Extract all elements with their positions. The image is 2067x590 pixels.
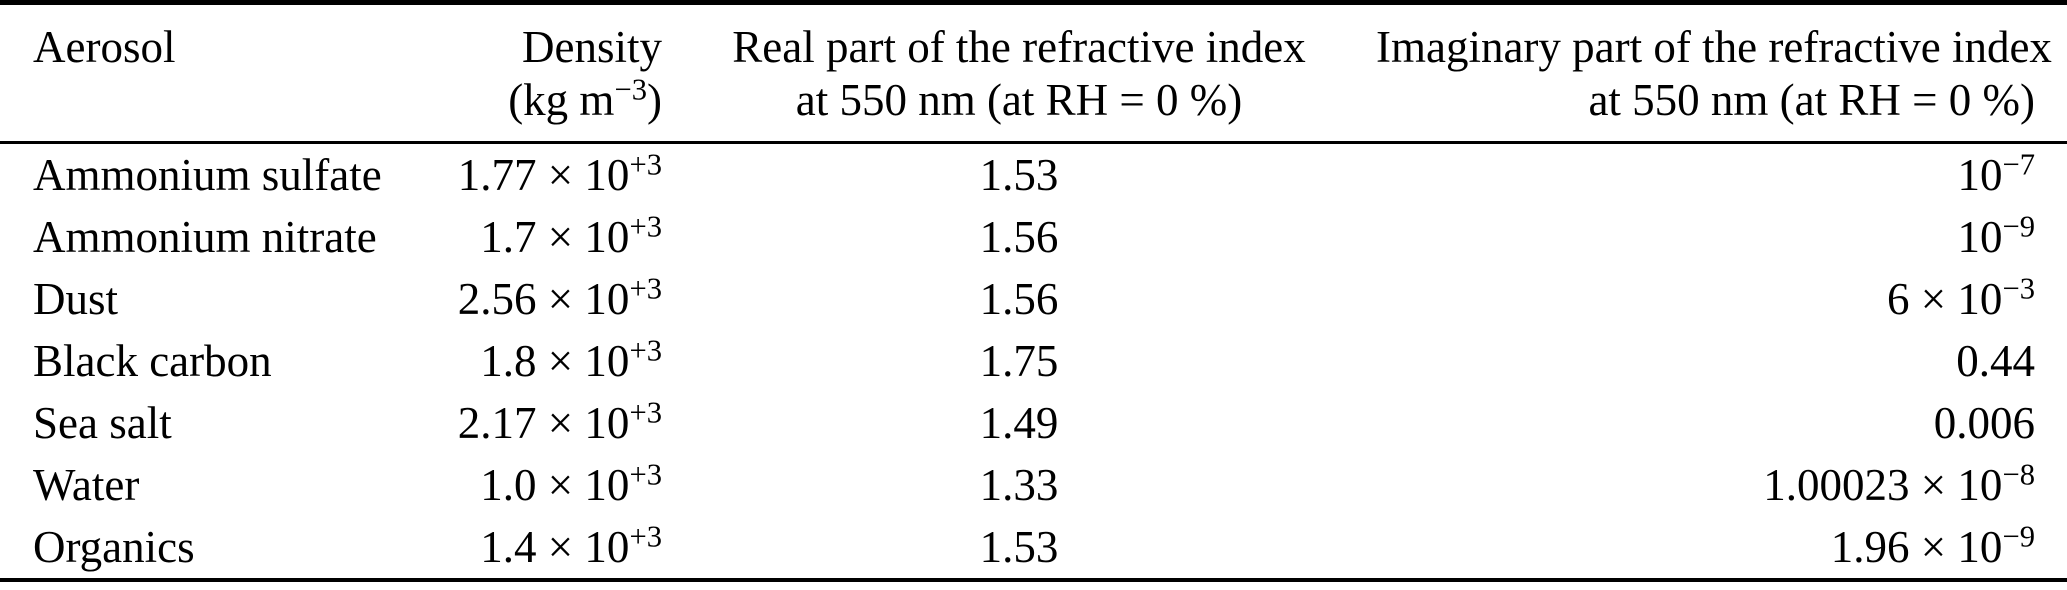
cell-density: 1.4 × 10+3 — [480, 519, 662, 572]
cell-imaginary-refractive-index: 6 × 10−3 — [1887, 271, 2035, 324]
header-line: Density — [522, 22, 662, 72]
col-header-density: Density (kg m−3) — [440, 3, 662, 143]
cell-imaginary-refractive-index: 0.44 — [1956, 335, 2035, 386]
cell-real-refractive-index: 1.33 — [979, 459, 1059, 510]
cell-aerosol: Water — [33, 459, 140, 510]
table-row: Dust 2.56 × 10+3 1.56 6 × 10−3 — [0, 268, 2067, 330]
cell-real-refractive-index: 1.56 — [979, 211, 1059, 262]
table-body: Ammonium sulfate 1.77 × 10+3 1.53 10−7 A… — [0, 143, 2067, 581]
table-row: Black carbon 1.8 × 10+3 1.75 0.44 — [0, 330, 2067, 392]
header-line: Real part of the refractive index — [732, 22, 1306, 72]
header-line: Aerosol — [33, 22, 176, 72]
cell-aerosol: Organics — [33, 521, 195, 572]
col-header-imaginary-refractive-index: Imaginary part of the refractive index a… — [1376, 3, 2067, 143]
col-header-real-refractive-index: Real part of the refractive index at 550… — [662, 3, 1376, 143]
table-row: Sea salt 2.17 × 10+3 1.49 0.006 — [0, 392, 2067, 454]
cell-aerosol: Ammonium sulfate — [33, 149, 382, 200]
cell-real-refractive-index: 1.56 — [979, 273, 1059, 324]
cell-imaginary-refractive-index: 10−9 — [1957, 209, 2035, 262]
cell-imaginary-refractive-index: 1.00023 × 10−8 — [1763, 457, 2035, 510]
cell-real-refractive-index: 1.49 — [979, 397, 1059, 448]
header-line: at 550 nm (at RH = 0 %) — [795, 75, 1243, 125]
cell-real-refractive-index: 1.53 — [979, 149, 1059, 200]
cell-aerosol: Dust — [33, 273, 119, 324]
cell-imaginary-refractive-index: 10−7 — [1957, 147, 2035, 200]
table-row: Ammonium sulfate 1.77 × 10+3 1.53 10−7 — [0, 143, 2067, 207]
table-header: Aerosol Density (kg m−3) Real part of th… — [0, 3, 2067, 143]
cell-density: 1.8 × 10+3 — [480, 333, 662, 386]
cell-imaginary-refractive-index: 0.006 — [1933, 397, 2035, 448]
cell-real-refractive-index: 1.53 — [979, 521, 1059, 572]
cell-aerosol: Black carbon — [33, 335, 272, 386]
table-row: Water 1.0 × 10+3 1.33 1.00023 × 10−8 — [0, 454, 2067, 516]
cell-density: 2.56 × 10+3 — [457, 271, 662, 324]
cell-aerosol: Ammonium nitrate — [33, 211, 377, 262]
header-line: at 550 nm (at RH = 0 %) — [1588, 75, 2035, 125]
col-header-aerosol: Aerosol — [0, 3, 440, 143]
cell-density: 1.0 × 10+3 — [480, 457, 662, 510]
header-row: Aerosol Density (kg m−3) Real part of th… — [0, 3, 2067, 143]
cell-density: 1.77 × 10+3 — [457, 147, 662, 200]
table-row: Ammonium nitrate 1.7 × 10+3 1.56 10−9 — [0, 206, 2067, 268]
cell-density: 2.17 × 10+3 — [457, 395, 662, 448]
cell-real-refractive-index: 1.75 — [979, 335, 1059, 386]
cell-aerosol: Sea salt — [33, 397, 172, 448]
table-row: Organics 1.4 × 10+3 1.53 1.96 × 10−9 — [0, 516, 2067, 580]
cell-imaginary-refractive-index: 1.96 × 10−9 — [1830, 519, 2035, 572]
cell-density: 1.7 × 10+3 — [480, 209, 662, 262]
header-line: Imaginary part of the refractive index — [1376, 22, 2052, 72]
header-unit: (kg m−3) — [508, 72, 662, 125]
